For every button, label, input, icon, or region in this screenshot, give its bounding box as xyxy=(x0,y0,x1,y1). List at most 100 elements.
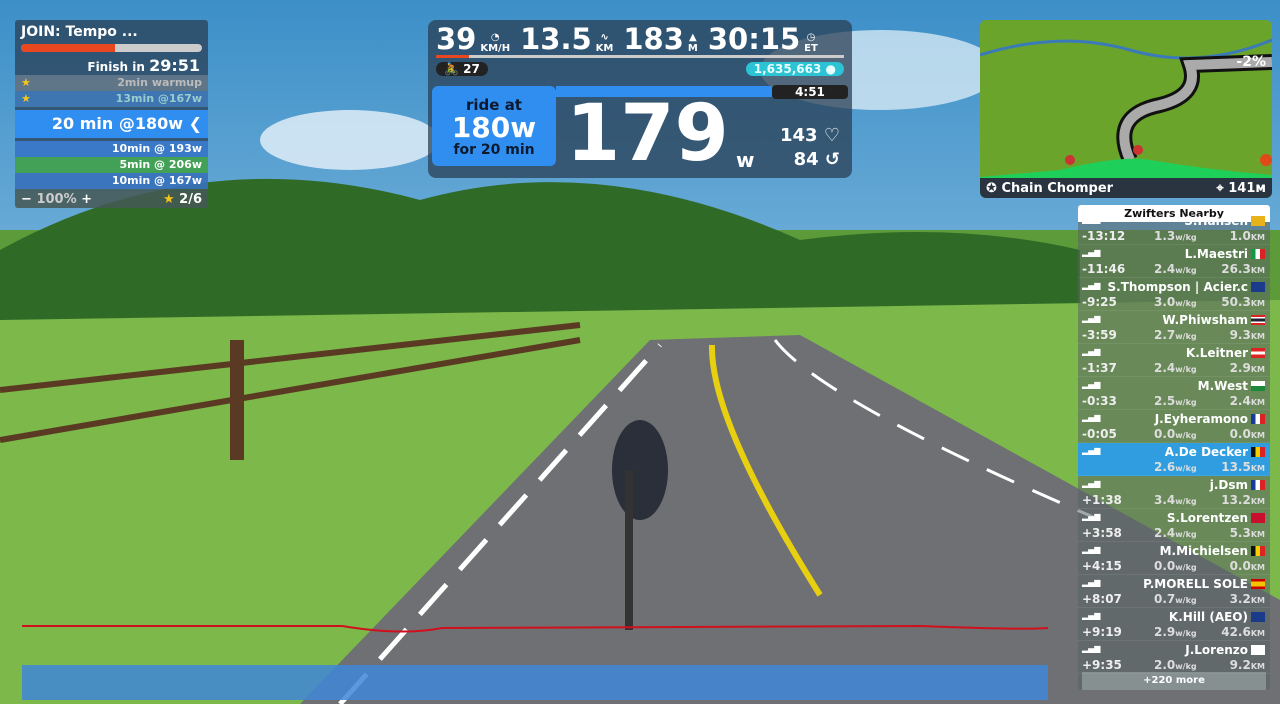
route-map xyxy=(980,38,1272,198)
signal-icon: ▂▄▆ xyxy=(1082,380,1101,389)
nearby-title: Zwifters Nearby xyxy=(1078,205,1270,222)
workout-step: ★ 2min warmup xyxy=(15,75,208,91)
rider-wkg: 0.7w/kg xyxy=(1154,592,1197,606)
workout-step: 5min @ 206w xyxy=(15,157,208,173)
signal-icon: ▂▄▆ xyxy=(1082,248,1101,257)
drop-icon: ● xyxy=(825,62,836,76)
rider-distance: 3.2KM xyxy=(1229,592,1265,606)
rider-wkg: 0.0w/kg xyxy=(1154,427,1197,441)
route-progress-bar xyxy=(436,55,844,58)
rider-distance: 2.4KM xyxy=(1229,394,1265,408)
rider-gap: +1:38 xyxy=(1082,493,1122,507)
signal-icon: ▂▄▆ xyxy=(1082,446,1101,455)
flag-icon xyxy=(1251,447,1265,457)
heart-rate: 143 ♡ xyxy=(780,125,840,146)
rider-wkg: 3.0w/kg xyxy=(1154,295,1197,309)
rider-name: j.Dsm xyxy=(1209,478,1248,492)
more-riders-button[interactable]: +220 more xyxy=(1082,672,1266,690)
rider-distance: 13.2KM xyxy=(1221,493,1265,507)
clock-icon: ◷ xyxy=(806,32,816,43)
rider-row[interactable]: ▂▄▆ S.Hansen -13:12 1.3w/kg 1.0KM xyxy=(1078,212,1270,245)
flag-icon xyxy=(1251,645,1265,655)
workout-step: 20 min @180w ❮ xyxy=(15,110,208,138)
rider-distance: 26.3KM xyxy=(1221,262,1265,276)
signal-icon: ▂▄▆ xyxy=(1082,413,1101,422)
rider-name: M.Michielsen xyxy=(1159,544,1248,558)
rider-name: S.Hansen xyxy=(1184,214,1248,228)
rider-distance: 50.3KM xyxy=(1221,295,1265,309)
rider-distance: 42.6KM xyxy=(1221,625,1265,639)
rider-row[interactable]: ▂▄▆ j.Dsm +1:38 3.4w/kg 13.2KM xyxy=(1078,476,1270,509)
rider-row[interactable]: ▂▄▆ K.Hill (AEO) +9:19 2.9w/kg 42.6KM xyxy=(1078,608,1270,641)
rider-row[interactable]: ▂▄▆ K.Leitner -1:37 2.4w/kg 2.9KM xyxy=(1078,344,1270,377)
rider-gap: +9:35 xyxy=(1082,658,1122,672)
signal-icon: ▂▄▆ xyxy=(1082,512,1101,521)
rider-name: A.De Decker xyxy=(1164,445,1248,459)
power-value: 179 xyxy=(566,89,729,179)
rider-gap: -13:12 xyxy=(1082,229,1126,243)
rider-row[interactable]: ▂▄▆ M.West -0:33 2.5w/kg 2.4KM xyxy=(1078,377,1270,410)
rider-gap: -0:05 xyxy=(1082,427,1117,441)
rider-distance: 9.2KM xyxy=(1229,658,1265,672)
zwifters-nearby: Zwifters Nearby ▂▄▆ S.Hansen -13:12 1.3w/kg… xyxy=(1078,205,1270,690)
current-step-arrow-icon: ❮ xyxy=(188,114,202,133)
workout-step: 10min @ 167w xyxy=(15,173,208,189)
rider-name: S.Lorentzen xyxy=(1166,511,1248,525)
ride-hud: 39 ◔ KM/H 13.5 ∿ KM 183 ▲ M 30:15 ◷ ET 🚴 27 1,63… xyxy=(428,20,852,178)
riders-count: 🚴 27 xyxy=(436,62,488,76)
rider-name: K.Leitner xyxy=(1185,346,1248,360)
flag-icon xyxy=(1251,513,1265,523)
rider-distance: 5.3KM xyxy=(1229,526,1265,540)
finish-in: Finish in 29:51 xyxy=(87,56,200,75)
star-icon: ★ xyxy=(21,92,31,105)
rider-row[interactable]: ▂▄▆ L.Maestri -11:46 2.4w/kg 26.3KM xyxy=(1078,245,1270,278)
segment-distance: 141м xyxy=(1228,180,1266,196)
location-pin-icon: ⌖ xyxy=(1216,180,1224,196)
rider-wkg: 1.3w/kg xyxy=(1154,229,1197,243)
rider-name: W.Phiwsham xyxy=(1162,313,1248,327)
decrease-intensity-button[interactable]: − xyxy=(21,192,32,207)
rider-name: K.Hill (AEO) xyxy=(1168,610,1248,624)
rider-row[interactable]: ▂▄▆ J.Eyheramono -0:05 0.0w/kg 0.0KM xyxy=(1078,410,1270,443)
rider-row[interactable]: ▂▄▆ J.Lorenzo +9:35 2.0w/kg 9.2KM xyxy=(1078,641,1270,674)
rider-gap: -0:33 xyxy=(1082,394,1117,408)
rider-row[interactable]: ▂▄▆ W.Phiwsham -3:59 2.7w/kg 9.3KM xyxy=(1078,311,1270,344)
flag-icon xyxy=(1251,414,1265,424)
signal-icon: ▂▄▆ xyxy=(1082,479,1101,488)
rider-gap: +9:19 xyxy=(1082,625,1122,639)
flag-icon xyxy=(1251,381,1265,391)
flag-icon xyxy=(1251,249,1265,259)
heart-icon: ♡ xyxy=(823,125,840,146)
rider-gap: +3:58 xyxy=(1082,526,1122,540)
drops-count: 1,635,663 ● xyxy=(745,62,844,76)
rider-distance: 0.0KM xyxy=(1229,427,1265,441)
elevation-value: 183 xyxy=(623,22,684,56)
rider-name: P.MORELL SOLE xyxy=(1143,577,1248,591)
rider-row[interactable]: ▂▄▆ S.Lorentzen +3:58 2.4w/kg 5.3KM xyxy=(1078,509,1270,542)
rider-wkg: 2.4w/kg xyxy=(1154,262,1197,276)
rider-gap: +4:15 xyxy=(1082,559,1122,573)
star-icon: ★ xyxy=(162,192,175,207)
rider-row[interactable]: ▂▄▆ P.MORELL SOLE +8:07 0.7w/kg 3.2KM xyxy=(1078,575,1270,608)
grade-value: -2% xyxy=(1236,54,1266,70)
interval-remaining: 4:51 xyxy=(772,85,848,99)
rider-distance: 2.9KM xyxy=(1229,361,1265,375)
flag-icon xyxy=(1251,480,1265,490)
rider-distance: 0.0KM xyxy=(1229,559,1265,573)
minimap[interactable]: -2% ✪ Chain Chomper ⌖ 141м xyxy=(980,20,1272,198)
rider-wkg: 2.4w/kg xyxy=(1154,526,1197,540)
increase-intensity-button[interactable]: + xyxy=(81,192,93,207)
segment-name: Chain Chomper xyxy=(1001,180,1114,196)
rider-row[interactable]: ▂▄▆ A.De Decker 2.6w/kg 13.5KM xyxy=(1078,443,1270,476)
rider-distance: 9.3KM xyxy=(1229,328,1265,342)
rider-distance: 13.5KM xyxy=(1221,460,1265,474)
signal-icon: ▂▄▆ xyxy=(1082,215,1101,224)
rider-row[interactable]: ▂▄▆ M.Michielsen +4:15 0.0w/kg 0.0KM xyxy=(1078,542,1270,575)
flag-icon xyxy=(1251,612,1265,622)
rider-row[interactable]: ▂▄▆ S.Thompson | Acier.c -9:25 3.0w/kg 50.3K… xyxy=(1078,278,1270,311)
steps-count: 2/6 xyxy=(179,192,202,207)
rider-wkg: 2.9w/kg xyxy=(1154,625,1197,639)
flag-icon xyxy=(1251,216,1265,226)
power-graph xyxy=(22,624,1048,700)
mountain-icon: ▲ xyxy=(689,32,697,43)
